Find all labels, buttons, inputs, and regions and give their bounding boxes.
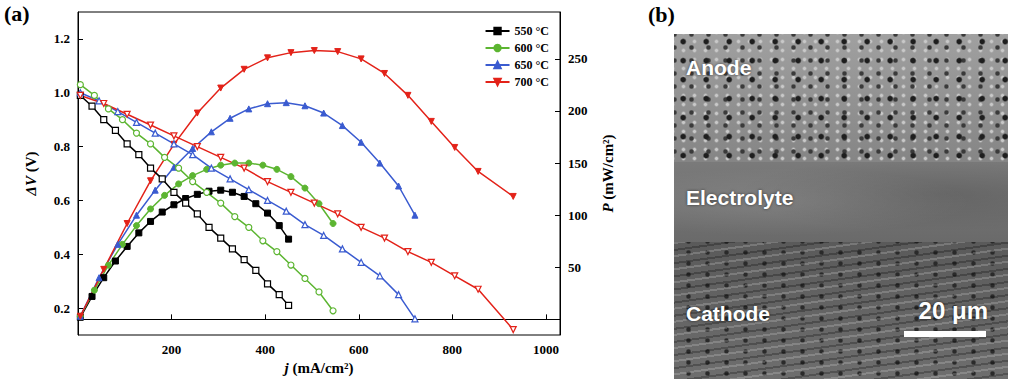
svg-text:800: 800 <box>443 342 463 357</box>
svg-text:50: 50 <box>568 260 581 275</box>
svg-text:200: 200 <box>568 103 588 118</box>
svg-text:j: j <box>284 360 289 377</box>
svg-text:(a): (a) <box>4 1 30 26</box>
svg-text:1000: 1000 <box>533 342 559 357</box>
svg-text:P: P <box>599 203 616 213</box>
svg-text:700 °C: 700 °C <box>515 75 549 89</box>
svg-text:550 °C: 550 °C <box>515 24 549 38</box>
svg-text:0.8: 0.8 <box>54 139 71 154</box>
svg-text:0.2: 0.2 <box>54 301 70 316</box>
svg-text:0.6: 0.6 <box>54 193 71 208</box>
svg-text:(mA/cm²): (mA/cm²) <box>289 360 354 377</box>
svg-text:ΔV: ΔV <box>23 174 39 196</box>
svg-text:1.2: 1.2 <box>54 31 70 46</box>
svg-text:150: 150 <box>568 156 588 171</box>
html-text:Cathode: Cathode <box>686 302 770 325</box>
svg-text:650 °C: 650 °C <box>515 58 549 72</box>
svg-text:0.4: 0.4 <box>54 247 71 262</box>
html-text:(b): (b) <box>648 2 675 27</box>
html-text:Electrolyte: Electrolyte <box>686 186 794 209</box>
svg-text:(V): (V) <box>23 152 40 177</box>
html-text:20 μm: 20 μm <box>918 297 988 324</box>
svg-text:600 °C: 600 °C <box>515 41 549 55</box>
svg-text:200: 200 <box>162 342 182 357</box>
html-text:Anode: Anode <box>686 56 752 79</box>
svg-text:100: 100 <box>568 208 588 223</box>
svg-text:600: 600 <box>349 342 369 357</box>
svg-text:1.0: 1.0 <box>54 85 70 100</box>
svg-text:250: 250 <box>568 51 588 66</box>
svg-text:400: 400 <box>255 342 275 357</box>
svg-text:(mW/cm²): (mW/cm²) <box>600 134 617 203</box>
